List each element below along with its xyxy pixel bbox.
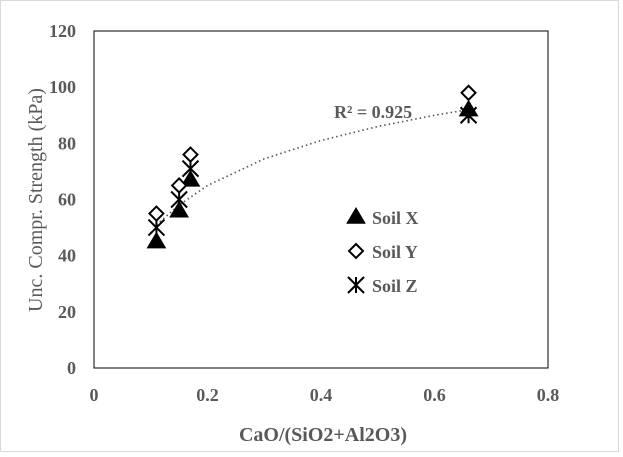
x-tick-labels: 0 0.2 0.4 0.6 0.8	[90, 385, 560, 405]
x-tick-label: 0.4	[310, 385, 333, 405]
legend-label: Soil Z	[372, 276, 418, 296]
data-point	[181, 159, 200, 178]
data-point	[147, 218, 166, 237]
data-point	[459, 106, 478, 124]
legend-marker	[347, 276, 365, 294]
x-tick-label: 0	[90, 385, 99, 405]
legend-item: Soil X	[346, 207, 419, 228]
legend-item: Soil Z	[347, 276, 418, 296]
plot-area-frame	[93, 30, 549, 369]
y-tick-label: 120	[49, 21, 76, 41]
data-point	[170, 190, 188, 209]
y-tick-label: 100	[49, 77, 76, 97]
legend-marker	[346, 207, 366, 224]
x-tick-label: 0.2	[196, 385, 219, 405]
y-tick-label: 40	[58, 246, 76, 266]
series-layer	[146, 84, 479, 249]
legend-label: Soil Y	[372, 242, 418, 262]
legend: Soil X Soil Y Soil Z	[346, 207, 419, 296]
x-axis-title: CaO/(SiO2+Al2O3)	[239, 424, 407, 446]
data-point	[146, 231, 167, 249]
x-tick-label: 0.8	[537, 385, 560, 405]
data-point	[169, 200, 189, 218]
y-tick-labels: 0 20 40 60 80 100 120	[49, 21, 76, 378]
data-point	[460, 84, 477, 102]
y-tick-label: 20	[58, 302, 76, 322]
legend-item: Soil Y	[347, 242, 418, 262]
trendline	[155, 108, 469, 226]
y-tick-label: 60	[58, 190, 76, 210]
x-tick-label: 0.6	[423, 385, 446, 405]
y-tick-label: 0	[67, 358, 76, 378]
trendline-r-squared-label: R² = 0.925	[334, 102, 412, 122]
y-tick-label: 80	[58, 133, 76, 153]
y-axis-title: Unc. Compr. Strength (kPa)	[25, 88, 47, 312]
series-3	[147, 106, 478, 237]
legend-marker	[347, 242, 365, 260]
legend-label: Soil X	[372, 208, 419, 228]
data-point	[180, 169, 201, 187]
